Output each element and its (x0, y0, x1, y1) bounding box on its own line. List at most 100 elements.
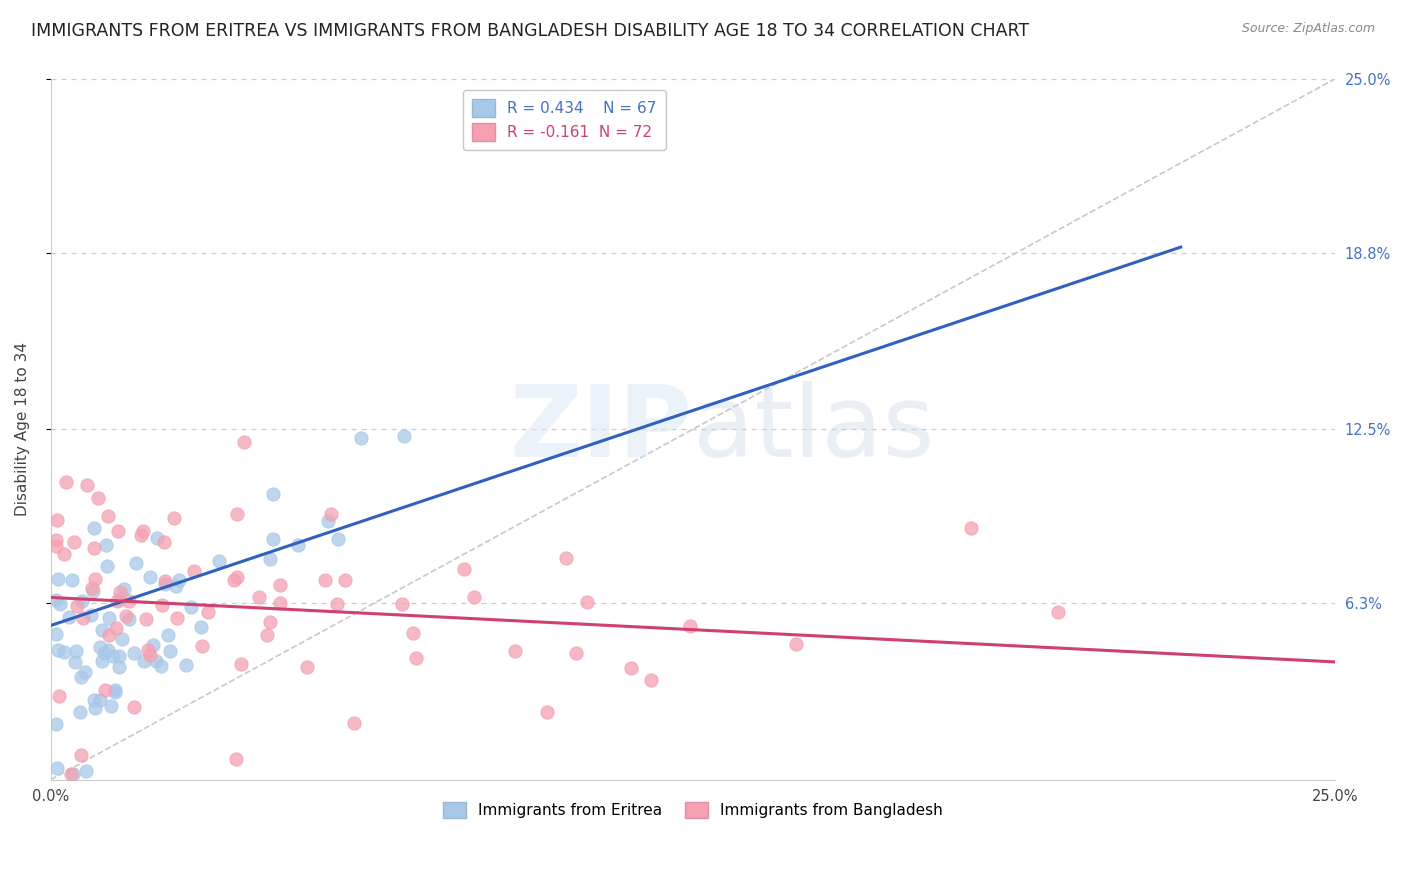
Point (247, 590, 270, 604)
Point (208, 554, 231, 568)
Point (97, 509, 120, 524)
Point (45, 592, 67, 607)
Point (69, 669, 91, 683)
Point (46, 642, 69, 657)
Point (463, 591, 485, 605)
Point (555, 550, 578, 565)
Legend: Immigrants from Eritrea, Immigrants from Bangladesh: Immigrants from Eritrea, Immigrants from… (437, 797, 949, 824)
Point (96, 559, 118, 574)
Point (90, 624, 112, 638)
Point (100, 699, 122, 714)
Point (80, 607, 103, 622)
Point (679, 619, 702, 633)
Point (139, 648, 162, 662)
Point (326, 597, 349, 611)
Point (91, 654, 114, 668)
Point (149, 659, 172, 673)
Point (108, 660, 131, 674)
Point (157, 628, 180, 642)
Point (1046, 605, 1069, 619)
Point (153, 577, 176, 591)
Point (87, 491, 110, 506)
Point (73, 665, 96, 679)
Point (55, 475, 77, 489)
Point (155, 574, 177, 589)
Point (72, 611, 94, 625)
Point (46, 513, 69, 527)
Point (405, 651, 427, 665)
Point (84, 701, 107, 715)
Point (197, 605, 219, 619)
Point (52, 547, 75, 561)
Point (138, 643, 160, 657)
Point (314, 573, 336, 587)
Point (225, 570, 247, 584)
Point (105, 594, 128, 608)
Point (83, 572, 105, 586)
Point (97, 628, 120, 642)
Text: IMMIGRANTS FROM ERITREA VS IMMIGRANTS FROM BANGLADESH DISABILITY AGE 18 TO 34 CO: IMMIGRANTS FROM ERITREA VS IMMIGRANTS FR… (31, 22, 1029, 40)
Point (122, 646, 145, 660)
Point (503, 644, 526, 658)
Point (118, 612, 141, 626)
Point (65, 644, 87, 658)
Point (89, 640, 111, 655)
Point (89, 693, 111, 707)
Point (75, 764, 97, 778)
Point (104, 685, 127, 699)
Point (163, 511, 186, 525)
Point (153, 535, 176, 549)
Point (63, 535, 86, 549)
Point (62, 767, 84, 781)
Point (139, 570, 162, 584)
Point (72, 594, 94, 608)
Point (401, 626, 423, 640)
Point (165, 579, 187, 593)
Point (69, 705, 91, 719)
Point (83, 541, 105, 555)
Point (269, 578, 291, 592)
Point (83, 521, 105, 535)
Point (328, 532, 350, 546)
Point (135, 612, 157, 626)
Point (350, 431, 373, 445)
Point (69, 748, 91, 763)
Point (191, 639, 214, 653)
Point (316, 514, 339, 528)
Point (49, 598, 72, 612)
Point (224, 573, 246, 587)
Point (321, 508, 343, 522)
Point (287, 538, 309, 552)
Point (124, 556, 146, 570)
Point (565, 646, 588, 660)
Point (63, 655, 86, 669)
Point (959, 521, 981, 535)
Point (80, 581, 103, 595)
Point (94, 682, 117, 697)
Point (167, 574, 190, 588)
Point (132, 654, 155, 668)
Point (112, 582, 135, 597)
Point (45, 626, 67, 640)
Point (226, 507, 249, 521)
Point (53, 644, 76, 658)
Point (785, 637, 807, 651)
Point (46, 761, 69, 775)
Point (107, 524, 129, 539)
Point (262, 487, 284, 501)
Point (60, 574, 83, 588)
Point (96, 538, 118, 552)
Point (225, 751, 247, 765)
Point (104, 621, 127, 635)
Point (66, 599, 89, 614)
Point (333, 573, 356, 587)
Point (150, 598, 173, 612)
Point (295, 660, 318, 674)
Point (122, 700, 145, 714)
Point (115, 609, 138, 624)
Point (392, 429, 415, 443)
Point (640, 673, 662, 687)
Point (190, 619, 212, 633)
Point (269, 595, 291, 609)
Point (82, 584, 104, 599)
